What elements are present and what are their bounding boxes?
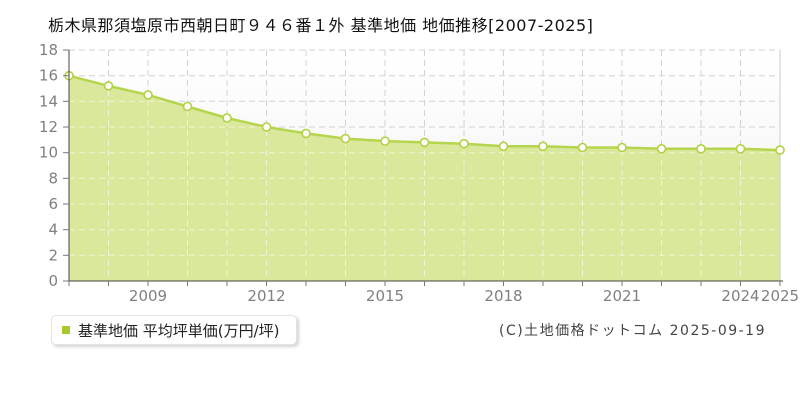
x-axis-tick-label: 2024 bbox=[721, 287, 759, 305]
gridlines-over-area bbox=[69, 75, 780, 281]
data-point-2025 bbox=[775, 145, 785, 155]
legend: 基準地価 平均坪単価(万円/坪) bbox=[51, 315, 297, 345]
x-axis-tick-label: 2012 bbox=[247, 287, 285, 305]
data-point-2011 bbox=[222, 113, 232, 123]
data-point-2023 bbox=[696, 144, 706, 154]
y-axis-tick-label: 16 bbox=[39, 67, 58, 85]
data-point-2019 bbox=[538, 141, 548, 152]
legend-marker-icon bbox=[62, 326, 70, 334]
x-axis-tick-label: 2009 bbox=[129, 287, 167, 305]
data-point-2008 bbox=[103, 81, 114, 91]
x-axis-tick-label: 2015 bbox=[366, 287, 404, 305]
price-trend-chart: 0 2 4 6 8 10 12 14 16 18 2009 2012 2015 2018 2021 2024 2… bbox=[39, 41, 799, 305]
y-axis-tick-label: 0 bbox=[48, 272, 58, 290]
data-point-2024 bbox=[735, 144, 746, 154]
data-point-2010 bbox=[182, 101, 193, 112]
axis-labels: 0 2 4 6 8 10 12 14 16 18 2009 2012 2015 2018 2021 2024 2… bbox=[39, 41, 799, 305]
y-axis-tick-label: 14 bbox=[39, 92, 58, 110]
y-axis-tick-label: 4 bbox=[48, 221, 58, 239]
tick-marks bbox=[63, 49, 781, 286]
data-point-2022 bbox=[656, 144, 667, 154]
data-point-2012 bbox=[261, 122, 272, 132]
x-axis-tick-label: 2021 bbox=[603, 287, 641, 305]
y-axis-tick-label: 18 bbox=[39, 41, 58, 59]
copyright-text: (C)土地価格ドットコム 2025-09-19 bbox=[498, 323, 766, 339]
data-point-2018 bbox=[498, 141, 509, 152]
data-point-2017 bbox=[459, 138, 469, 149]
data-points bbox=[64, 70, 785, 155]
x-axis-tick-label: 2025 bbox=[761, 287, 799, 305]
data-point-2013 bbox=[301, 128, 311, 139]
data-point-2016 bbox=[419, 137, 430, 148]
data-point-2015 bbox=[380, 136, 390, 146]
data-point-2020 bbox=[577, 142, 588, 153]
data-point-2021 bbox=[617, 142, 627, 153]
data-point-2009 bbox=[143, 90, 153, 100]
legend-label: 基準地価 平均坪単価(万円/坪) bbox=[78, 321, 280, 340]
y-axis-tick-label: 6 bbox=[48, 195, 58, 213]
y-axis-tick-label: 12 bbox=[39, 118, 58, 136]
data-point-2014 bbox=[340, 133, 351, 144]
y-axis-tick-label: 2 bbox=[48, 246, 58, 264]
x-axis-tick-label: 2018 bbox=[484, 287, 522, 305]
chart-title: 栃木県那須塩原市西朝日町９４６番１外 基準地価 地価推移[2007-2025] bbox=[48, 16, 594, 35]
y-axis-tick-label: 8 bbox=[48, 169, 58, 187]
y-axis-tick-label: 10 bbox=[39, 144, 58, 162]
